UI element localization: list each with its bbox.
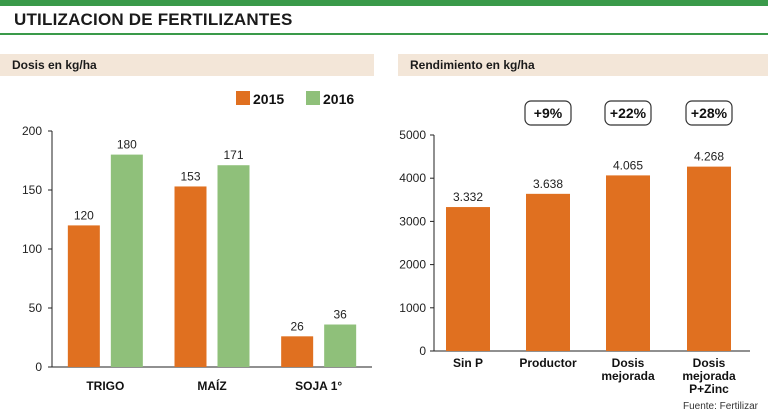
rend-category-label: Sin P (453, 356, 483, 370)
rend-bar (606, 175, 650, 351)
rend-percent-badge (604, 100, 652, 126)
dosis-bar-2016 (324, 324, 357, 367)
legend-label-2016: 2016 (323, 91, 354, 107)
rend-percent-label: +9% (534, 105, 563, 121)
rendimiento-chart: 0 1000 2000 3000 4000 5000 3.332 Sin P 3.638 Prod… (399, 100, 750, 396)
rend-percent-label: +28% (691, 105, 728, 121)
dosis-category-label: TRIGO (86, 379, 124, 393)
dosis-bar-2015 (281, 336, 314, 367)
legend-swatch-2016 (306, 91, 320, 105)
dosis-y-tick-label: 150 (22, 183, 42, 197)
dosis-value-label: 153 (180, 169, 200, 183)
dosis-category-label: SOJA 1° (295, 379, 342, 393)
dosis-bar-2015 (67, 225, 100, 367)
rend-value-label: 4.268 (694, 150, 724, 164)
top-accent-bar (0, 0, 768, 6)
dosis-bar-2016 (110, 154, 143, 367)
rend-value-label: 3.332 (453, 190, 483, 204)
title-divider (0, 33, 768, 35)
dosis-bar-2015 (174, 186, 207, 367)
rend-y-tick-label: 0 (419, 344, 426, 358)
rend-percent-badge (685, 100, 733, 126)
rend-category-label: Productor (519, 356, 577, 370)
dosis-category-label: MAÍZ (197, 378, 226, 393)
rend-bar (446, 207, 490, 351)
dosis-chart: 0 50 100 150 200 120 180 TRIGO 153 171 MAÍZ 26 36 SOJ… (22, 91, 372, 393)
rend-value-label: 4.065 (613, 158, 643, 172)
rend-y-tick-label: 4000 (399, 171, 426, 185)
rend-category-label: mejorada (601, 369, 655, 383)
rend-category-label: Dosis (693, 356, 726, 370)
dosis-value-label: 26 (290, 319, 304, 333)
dosis-value-label: 180 (117, 138, 137, 152)
rend-bar (526, 193, 570, 351)
dosis-y-tick-label: 100 (22, 242, 42, 256)
dosis-y-tick-label: 200 (22, 124, 42, 138)
rend-y-tick-label: 1000 (399, 301, 426, 315)
dosis-panel-title: Dosis en kg/ha (0, 54, 374, 76)
rend-percent-badge (524, 100, 572, 126)
dosis-value-label: 120 (74, 208, 94, 222)
rend-y-tick-label: 3000 (399, 214, 426, 228)
dosis-bar-2016 (217, 165, 250, 367)
dosis-value-label: 36 (333, 308, 347, 322)
dosis-y-tick-label: 0 (35, 360, 42, 374)
rend-percent-label: +22% (610, 105, 647, 121)
dosis-value-label: 171 (223, 148, 243, 162)
rend-bar (687, 166, 731, 351)
page-title: UTILIZACION DE FERTILIZANTES (14, 10, 293, 29)
rend-category-label: mejorada (682, 369, 736, 383)
dosis-y-tick-label: 50 (29, 301, 43, 315)
source-note: Fuente: Fertilizar (682, 401, 758, 412)
rend-y-tick-label: 5000 (399, 128, 426, 142)
legend-label-2015: 2015 (253, 91, 284, 107)
rend-category-label: Dosis (612, 356, 645, 370)
legend-swatch-2015 (236, 91, 250, 105)
rendimiento-panel-title: Rendimiento en kg/ha (398, 54, 768, 76)
rend-value-label: 3.638 (533, 177, 563, 191)
rend-category-label: P+Zinc (689, 382, 729, 396)
rend-y-tick-label: 2000 (399, 258, 426, 272)
